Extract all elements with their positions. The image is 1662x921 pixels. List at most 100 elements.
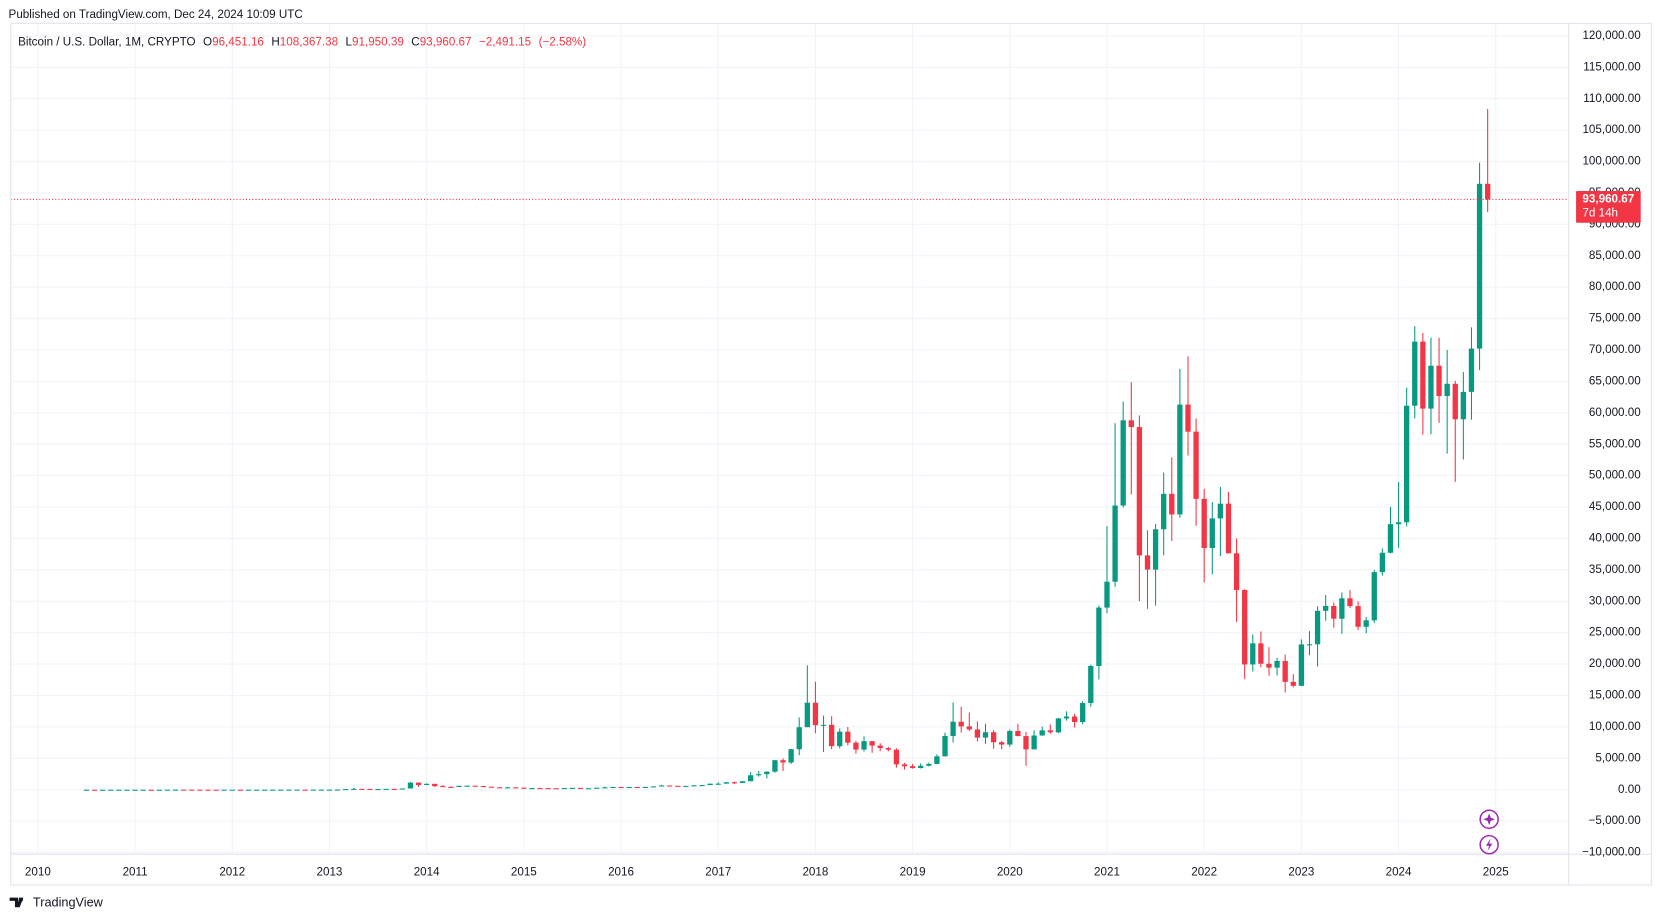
candle-body (164, 789, 171, 791)
candle-body (772, 760, 778, 772)
candle-body (1250, 643, 1256, 665)
candle-body (472, 785, 478, 787)
candle-body (521, 787, 527, 789)
candle-body (124, 789, 130, 791)
y-tick-label: 100,000.00 (1582, 155, 1641, 168)
candle-body (310, 789, 316, 791)
candle-body (909, 766, 916, 768)
candle-body (505, 787, 511, 789)
candle-body (367, 788, 373, 790)
candle-body (739, 781, 746, 783)
candle-body (1355, 606, 1361, 627)
candle-body (707, 783, 713, 786)
candle-body (407, 782, 414, 789)
x-tick-label: 2017 (705, 865, 731, 878)
candle-body (1282, 661, 1288, 682)
candle-body (634, 786, 640, 789)
candle-body (1088, 665, 1094, 704)
candle-body (545, 788, 551, 790)
x-tick-label: 2021 (1094, 865, 1120, 878)
candle-body (796, 727, 802, 750)
icon-sparkle[interactable] (1479, 809, 1499, 830)
legend-key: O (203, 35, 212, 48)
candle-body (650, 786, 657, 788)
x-tick-label: 2023 (1288, 865, 1314, 878)
candle-body (108, 789, 114, 791)
candle-body (318, 789, 325, 791)
candle-body (286, 789, 292, 791)
candle-body (1152, 529, 1159, 570)
candle-body (1169, 493, 1175, 515)
candle-body (1428, 365, 1434, 409)
candle-body (756, 774, 762, 776)
y-tick-label: 0.00 (1618, 783, 1641, 796)
candle-body (1436, 365, 1442, 396)
y-tick-label: 75,000.00 (1589, 312, 1641, 325)
brand-logo (9, 897, 24, 908)
y-tick-label: 15,000.00 (1589, 689, 1641, 702)
candle-body (642, 786, 648, 788)
candle-body (1233, 553, 1240, 590)
candle-body (666, 785, 673, 787)
candle-body (812, 702, 819, 726)
candle-body (262, 789, 268, 791)
x-tick-label: 2013 (317, 865, 343, 878)
candle-body (245, 789, 252, 791)
candle-body (383, 788, 389, 790)
candle-body (1323, 605, 1329, 611)
candle-body (496, 787, 503, 789)
candle-body (513, 787, 519, 789)
candle-body (1201, 498, 1207, 548)
candle-body (1274, 661, 1280, 668)
y-tick-label: 85,000.00 (1589, 249, 1641, 262)
candle-body (1209, 518, 1215, 548)
candle-body (594, 787, 600, 789)
icon-lightning[interactable] (1479, 834, 1499, 855)
candle-body (731, 782, 738, 784)
y-tick-label: 50,000.00 (1589, 469, 1641, 482)
candle-body (780, 760, 786, 763)
candle-body (918, 765, 924, 768)
candle-body (1314, 610, 1321, 645)
x-tick-label: 2016 (608, 865, 634, 878)
candle-body (820, 724, 827, 726)
candle-body (569, 787, 576, 789)
candle-body (1444, 383, 1450, 396)
y-tick-label: 120,000.00 (1582, 29, 1641, 42)
candle-body (990, 732, 997, 743)
legend-close: 93,960.67 (420, 35, 472, 48)
candle-body (375, 789, 381, 791)
candle-body (837, 731, 843, 747)
legend-change-pct: (−2.58%) (539, 35, 587, 48)
x-tick-label: 2014 (414, 865, 440, 878)
y-tick-label: 40,000.00 (1589, 532, 1641, 545)
candle-body (1258, 643, 1264, 664)
candle-body (480, 786, 487, 788)
x-tick-label: 2025 (1483, 865, 1509, 878)
candle-body (999, 742, 1005, 745)
candle-body (1306, 644, 1313, 646)
candle-body (1055, 718, 1062, 733)
y-tick-label: 20,000.00 (1589, 657, 1641, 670)
candle-body (1363, 620, 1369, 627)
candle-body (950, 721, 956, 736)
candle-body (116, 789, 122, 791)
candle-body (1412, 341, 1418, 406)
candle-body (715, 783, 721, 785)
candle-body (1266, 663, 1272, 668)
candle-body (885, 748, 891, 750)
candle-body (699, 785, 705, 787)
legend-key: L (346, 35, 353, 48)
candle-body (966, 726, 972, 730)
candle-body (464, 785, 470, 787)
y-tick-label: 5,000.00 (1595, 751, 1641, 764)
candle-body (1331, 605, 1337, 619)
y-tick-label: 25,000.00 (1589, 626, 1641, 639)
candle-body (861, 741, 867, 750)
candle-body (294, 789, 300, 791)
candle-body (399, 788, 406, 790)
candle-body (1371, 572, 1377, 621)
